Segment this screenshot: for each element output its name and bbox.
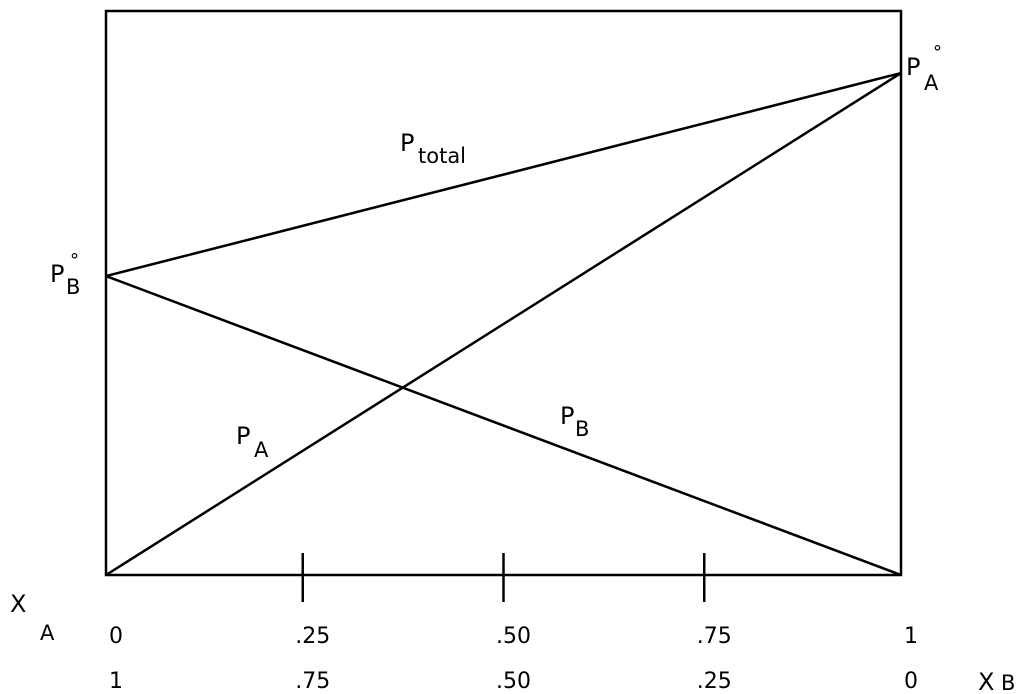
annotation-pb-main: P <box>560 402 574 430</box>
x-b-tick-label-2: .50 <box>496 669 531 694</box>
x-axis-b-label: X B <box>978 668 1015 694</box>
annotation-pa0-degree: ° <box>933 42 942 63</box>
annotation-pb0: P B ° <box>50 250 80 299</box>
annotation-pa-main: P <box>236 422 250 450</box>
annotation-pa0: P A ° <box>906 42 942 95</box>
annotation-pa-sub: A <box>254 438 269 462</box>
x-a-tick-label-1: .25 <box>295 624 330 649</box>
x-a-tick-label-0: 0 <box>109 624 123 649</box>
annotation-pa0-sub: A <box>924 71 939 95</box>
annotation-pb0-sub: B <box>66 275 80 299</box>
plot-frame <box>104 9 903 577</box>
x-b-tick-label-4: 0 <box>904 669 918 694</box>
x-a-tick-label-3: .75 <box>697 624 732 649</box>
annotation-ptotal-main: P <box>400 129 414 157</box>
annotation-pb-sub: B <box>575 417 589 441</box>
series-line-ptotal <box>105 71 902 278</box>
series-line-pb <box>105 274 902 577</box>
x-axis-b-symbol: X <box>978 668 994 694</box>
x-axis-a-symbol: X <box>10 590 26 618</box>
annotation-pb: P B <box>560 402 589 441</box>
annotation-pa0-main: P <box>906 53 920 81</box>
annotation-pb0-degree: ° <box>70 250 79 271</box>
x-a-tick-label-4: 1 <box>904 624 918 649</box>
annotation-pb0-main: P <box>50 260 64 288</box>
x-axis-a-subscript: A <box>40 621 55 645</box>
annotation-ptotal: P total <box>400 129 466 168</box>
x-axis-b-subscript: B <box>1001 671 1015 694</box>
x-a-tick-label-2: .50 <box>496 624 531 649</box>
annotation-pa: P A <box>236 422 269 462</box>
tick-layer: 0 1 .25 .75 .50 .50 .75 .25 1 0 <box>109 553 918 694</box>
annotation-ptotal-sub: total <box>418 144 466 168</box>
series-line-pa <box>105 71 902 577</box>
x-b-tick-label-3: .25 <box>697 669 732 694</box>
series-layer <box>105 71 902 577</box>
x-b-tick-label-1: .75 <box>295 669 330 694</box>
x-axis-a-label: X A <box>10 590 55 645</box>
x-b-tick-label-0: 1 <box>109 669 123 694</box>
